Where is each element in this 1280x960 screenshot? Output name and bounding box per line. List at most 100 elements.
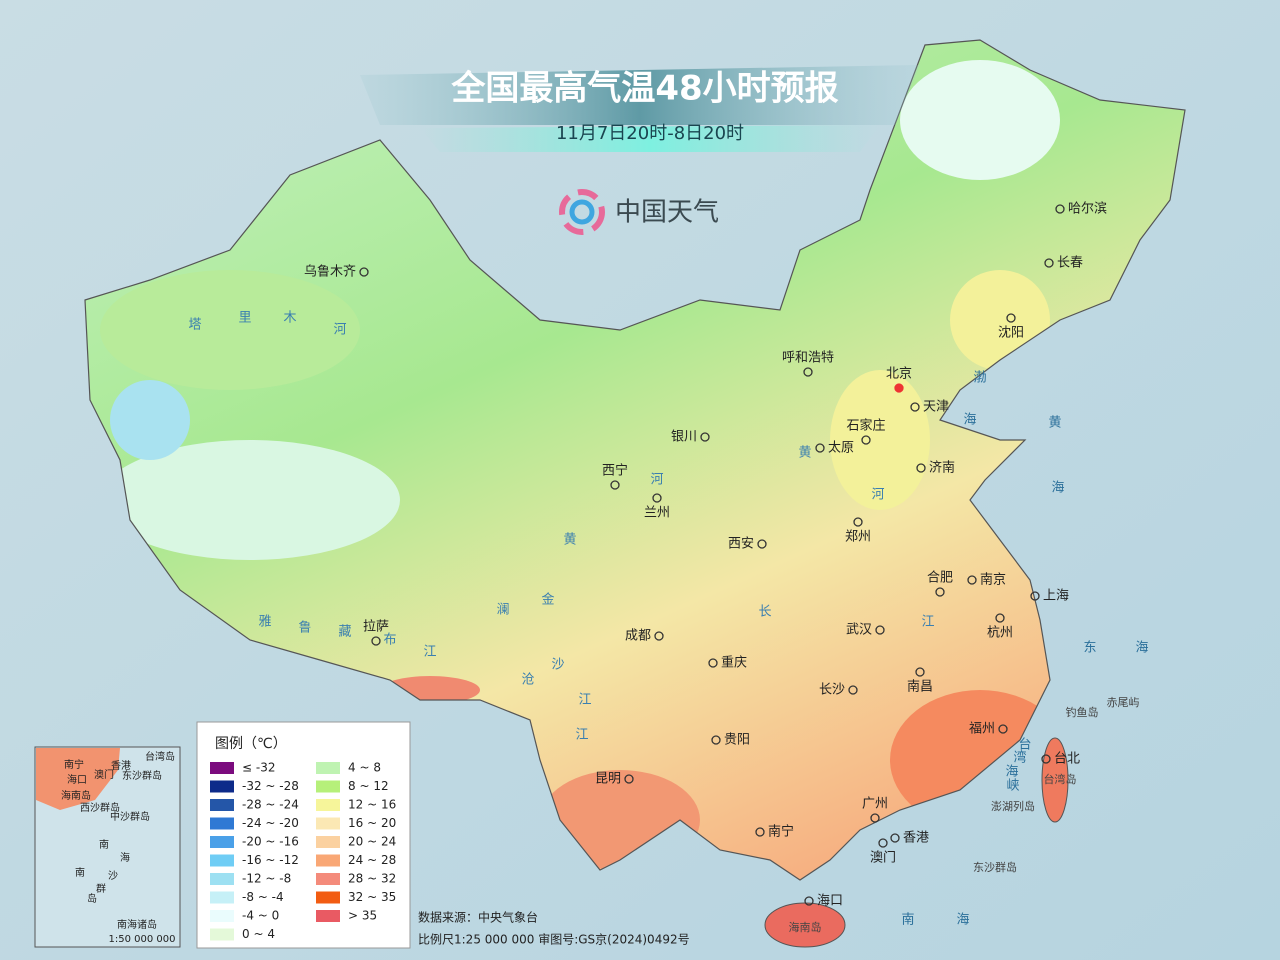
city-marker [915, 667, 925, 677]
city-marker [998, 724, 1008, 734]
water-label: 鲁 [298, 621, 311, 636]
city-marker [815, 443, 825, 453]
source: 数据来源：中央气象台 [418, 910, 538, 925]
title-banner [360, 65, 920, 125]
inset-label: 南宁 [64, 758, 84, 771]
legend-swatch [210, 836, 234, 848]
inset-label: 沙 [108, 870, 118, 882]
legend-label: -12 ~ -8 [242, 872, 291, 886]
taiwan [1041, 737, 1069, 823]
water-label: 台 [1018, 738, 1031, 753]
legend-swatch [316, 762, 340, 774]
city-label: 西宁 [602, 463, 628, 479]
legend-swatch [210, 817, 234, 830]
city-marker [708, 658, 718, 668]
city-marker [875, 625, 885, 635]
city-marker [916, 463, 926, 473]
water-label: 南 [901, 912, 914, 928]
city-label: 南昌 [907, 679, 933, 695]
island-label: 海南岛 [789, 920, 822, 934]
legend-swatch [316, 873, 340, 885]
subtitle-banner [420, 125, 880, 152]
legend-label: -16 ~ -12 [242, 853, 299, 867]
legend-label: 12 ~ 16 [348, 798, 396, 812]
island-label: 澎湖列岛 [991, 799, 1035, 813]
water-label: 黄 [563, 533, 576, 548]
legend-label: 16 ~ 20 [348, 816, 396, 830]
island-label: 钓鱼岛 [1066, 705, 1099, 719]
inset-title: 南海诸岛 [117, 918, 157, 931]
city-label: 石家庄 [846, 418, 885, 434]
legend-swatch [210, 762, 234, 774]
water-label: 海 [1005, 765, 1018, 780]
city-marker [848, 685, 858, 695]
city-marker [878, 838, 888, 848]
water-label: 海 [1135, 641, 1148, 656]
inset-label: 岛 [87, 892, 97, 905]
city-label: 济南 [929, 460, 955, 476]
city-label: 澳门 [870, 850, 896, 866]
legend-swatch [210, 780, 234, 793]
legend-swatch [316, 817, 340, 830]
city-label: 沈阳 [998, 326, 1024, 341]
city-marker [995, 613, 1005, 623]
city-label: 南宁 [768, 824, 794, 840]
legend-label: -32 ~ -28 [242, 779, 299, 793]
city-label: 海口 [817, 894, 843, 909]
water-label: 江 [921, 615, 934, 630]
water-label: 渤 [973, 370, 986, 386]
legend-swatch [316, 891, 340, 904]
water-label: 东 [1083, 641, 1096, 656]
city-label: 哈尔滨 [1068, 201, 1107, 217]
legend-swatch [210, 910, 234, 922]
water-label: 湾 [1013, 750, 1026, 766]
legend-label: 20 ~ 24 [348, 835, 396, 849]
city-label: 天津 [923, 400, 949, 415]
legend-label: 32 ~ 35 [348, 890, 396, 904]
city-label: 乌鲁木齐 [304, 264, 356, 280]
city-marker [870, 813, 880, 823]
inset-label: 西沙群岛 [80, 801, 120, 814]
inset-land [36, 748, 120, 810]
city-marker [890, 833, 900, 843]
legend-swatch [210, 854, 234, 867]
water-label: 黄 [1048, 416, 1061, 431]
city-marker [359, 267, 369, 277]
city-label: 杭州 [987, 626, 1013, 641]
city-label: 西安 [728, 537, 754, 552]
city-marker [1044, 258, 1054, 268]
city-marker [861, 435, 871, 445]
city-marker [610, 480, 620, 490]
legend-label: ≤ -32 [242, 761, 275, 775]
city-marker [1006, 313, 1016, 323]
inset-label: 东沙群岛 [122, 769, 162, 782]
city-marker [803, 367, 813, 377]
water-label: 海 [956, 913, 969, 928]
legend-label: -28 ~ -24 [242, 798, 299, 812]
city-label: 昆明 [595, 772, 621, 787]
legend-swatch [316, 854, 340, 867]
legend-label: 4 ~ 8 [348, 761, 381, 775]
legend-swatch [210, 891, 234, 904]
water-label: 江 [575, 728, 588, 743]
city-label: 南京 [980, 572, 1006, 588]
city-label: 武汉 [846, 623, 872, 638]
city-marker [804, 896, 814, 906]
inset-scale: 1:50 000 000 [109, 934, 176, 945]
water-label: 木 [283, 311, 296, 326]
water-label: 江 [423, 645, 436, 660]
city-label: 兰州 [644, 506, 670, 521]
legend-label: 28 ~ 32 [348, 872, 396, 886]
inset-label: 南 [75, 866, 85, 879]
inset-label: 香港 [111, 760, 131, 772]
city-marker [624, 774, 634, 784]
legend-label: > 35 [348, 909, 377, 923]
water-label: 海 [963, 413, 976, 428]
scale: 比例尺1:25 000 000 审图号:GS京(2024)0492号 [418, 932, 690, 947]
city-marker [967, 575, 977, 585]
legend-swatch [210, 799, 234, 811]
city-marker [652, 493, 662, 503]
subtitle: 11月7日20时-8日20时 [556, 123, 744, 144]
water-label: 峡 [1006, 779, 1019, 794]
